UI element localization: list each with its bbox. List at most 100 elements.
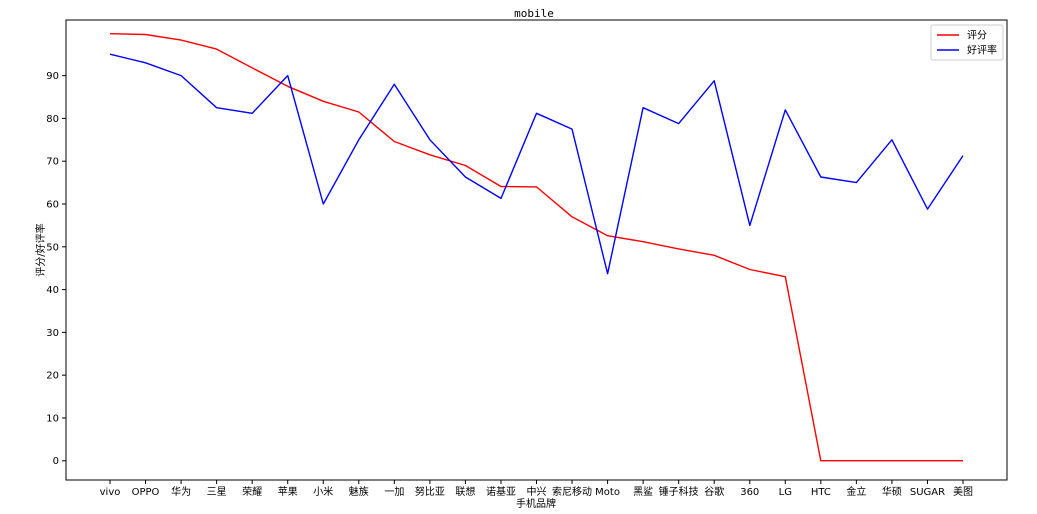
data-point <box>891 460 893 462</box>
y-tick-label: 80 <box>46 114 59 125</box>
data-point <box>180 39 182 41</box>
data-point <box>607 235 609 237</box>
legend-box <box>930 24 1004 61</box>
data-point <box>927 460 929 462</box>
x-tick-label: 360 <box>740 487 759 498</box>
x-tick-label: 荣耀 <box>242 486 262 498</box>
legend-label: 好评率 <box>967 44 997 57</box>
x-tick-label: 金立 <box>846 485 866 498</box>
data-point <box>322 203 324 205</box>
data-point <box>287 75 289 77</box>
data-point <box>642 107 644 109</box>
data-point <box>500 186 502 188</box>
data-point <box>962 460 964 462</box>
y-tick-label: 90 <box>46 71 59 82</box>
data-point <box>358 139 360 141</box>
data-point <box>678 123 680 125</box>
data-point <box>784 276 786 278</box>
data-point <box>642 241 644 243</box>
data-point <box>145 34 147 36</box>
y-tick-label: 70 <box>46 157 59 168</box>
x-tick-label: 小米 <box>313 485 333 498</box>
y-tick-label: 0 <box>53 456 59 467</box>
data-point <box>749 225 751 227</box>
data-point <box>109 53 111 55</box>
x-tick-label: vivo <box>100 487 121 498</box>
y-tick-label: 10 <box>46 413 59 424</box>
data-point <box>216 48 218 50</box>
y-tick-label: 30 <box>46 328 59 339</box>
data-point <box>820 176 822 178</box>
data-point <box>394 83 396 85</box>
data-point <box>358 111 360 113</box>
data-point <box>856 460 858 462</box>
y-tick-label: 40 <box>46 285 59 296</box>
x-tick-label: 三星 <box>207 486 227 498</box>
x-axis-title: 手机品牌 <box>516 497 556 510</box>
x-tick-label: 华为 <box>171 485 191 498</box>
x-tick-label: SUGAR <box>910 487 945 498</box>
data-point <box>109 33 111 35</box>
data-point <box>927 208 929 210</box>
chart-title: mobile <box>514 7 554 20</box>
series-line <box>109 33 963 462</box>
x-tick-label: HTC <box>811 487 831 498</box>
x-tick-label: 努比亚 <box>415 485 445 498</box>
data-point <box>678 248 680 250</box>
data-point <box>713 80 715 82</box>
y-tick-label: 50 <box>46 242 59 253</box>
data-point <box>962 155 964 157</box>
data-point <box>287 86 289 88</box>
data-point <box>251 112 253 114</box>
x-tick-label: Moto <box>595 487 620 498</box>
x-tick-label: 谷歌 <box>704 485 724 498</box>
x-tick-label: LG <box>779 487 792 498</box>
data-point <box>394 141 396 143</box>
x-tick-label: 联想 <box>455 485 475 498</box>
x-tick-label: 索尼移动 <box>552 485 592 498</box>
data-point <box>891 139 893 141</box>
data-point <box>500 198 502 200</box>
data-point <box>536 112 538 114</box>
data-point <box>856 182 858 184</box>
x-tick-label: 诺基亚 <box>486 485 516 498</box>
data-point <box>429 154 431 156</box>
series-layer <box>109 33 964 462</box>
x-axis: vivo OPPO 华为 三星 荣耀 苹果 小米 魅族 一加 努比亚 联想 诺基亚 中兴 索尼移动 Moto… <box>100 480 973 498</box>
x-tick-label: 中兴 <box>527 485 547 498</box>
data-point <box>145 62 147 64</box>
data-point <box>216 107 218 109</box>
x-tick-label: 一加 <box>384 486 404 498</box>
data-point <box>322 101 324 103</box>
y-axis: 0 10 20 30 40 50 60 70 80 90 <box>46 71 66 467</box>
y-tick-label: 20 <box>46 371 59 382</box>
data-point <box>784 109 786 111</box>
data-point <box>607 273 609 275</box>
data-point <box>571 128 573 130</box>
x-tick-label: 华硕 <box>882 485 902 498</box>
data-point <box>536 186 538 188</box>
data-point <box>251 67 253 69</box>
data-point <box>429 139 431 141</box>
x-tick-label: 锤子科技 <box>659 485 699 498</box>
data-point <box>571 216 573 218</box>
x-tick-label: 魅族 <box>349 485 369 498</box>
x-tick-label: OPPO <box>132 487 160 498</box>
legend-label: 评分 <box>967 30 987 42</box>
data-point <box>713 255 715 257</box>
y-axis-title: 评分/好评率 <box>34 223 47 276</box>
y-tick-label: 60 <box>46 200 59 211</box>
data-point <box>749 269 751 271</box>
x-tick-label: 苹果 <box>278 485 298 498</box>
data-point <box>465 165 467 167</box>
data-point <box>820 460 822 462</box>
series-line <box>109 53 964 275</box>
data-point <box>180 75 182 77</box>
x-tick-label: 黑鲨 <box>633 486 653 498</box>
plot-area <box>65 19 1008 481</box>
x-tick-label: 美图 <box>953 485 973 498</box>
data-point <box>465 176 467 178</box>
